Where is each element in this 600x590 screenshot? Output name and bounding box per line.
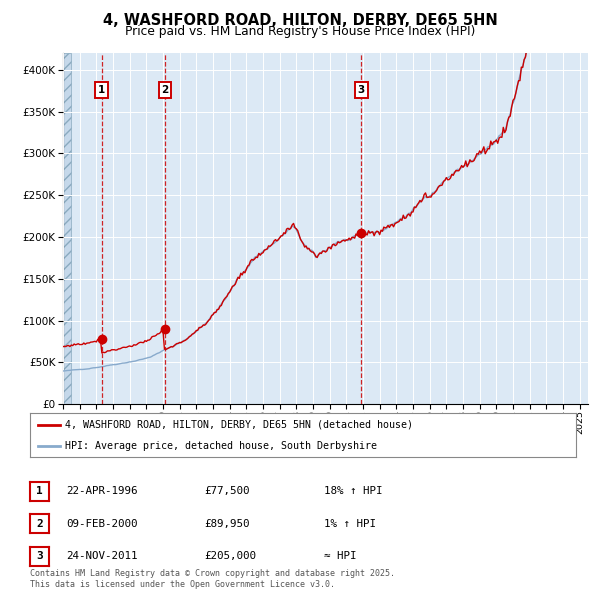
Text: 2: 2 bbox=[161, 85, 169, 95]
Text: 1: 1 bbox=[36, 487, 43, 496]
Text: £205,000: £205,000 bbox=[204, 552, 256, 561]
Text: 3: 3 bbox=[358, 85, 365, 95]
Text: 24-NOV-2011: 24-NOV-2011 bbox=[66, 552, 137, 561]
Text: 1: 1 bbox=[98, 85, 105, 95]
Text: 2: 2 bbox=[36, 519, 43, 529]
Text: 3: 3 bbox=[36, 552, 43, 561]
Text: 4, WASHFORD ROAD, HILTON, DERBY, DE65 5HN: 4, WASHFORD ROAD, HILTON, DERBY, DE65 5H… bbox=[103, 13, 497, 28]
Text: 18% ↑ HPI: 18% ↑ HPI bbox=[324, 487, 383, 496]
Text: £89,950: £89,950 bbox=[204, 519, 250, 529]
Text: ≈ HPI: ≈ HPI bbox=[324, 552, 356, 561]
Text: £77,500: £77,500 bbox=[204, 487, 250, 496]
Text: 22-APR-1996: 22-APR-1996 bbox=[66, 487, 137, 496]
Bar bbox=[63, 53, 71, 404]
Text: 4, WASHFORD ROAD, HILTON, DERBY, DE65 5HN (detached house): 4, WASHFORD ROAD, HILTON, DERBY, DE65 5H… bbox=[65, 419, 413, 430]
Text: Contains HM Land Registry data © Crown copyright and database right 2025.
This d: Contains HM Land Registry data © Crown c… bbox=[30, 569, 395, 589]
Text: Price paid vs. HM Land Registry's House Price Index (HPI): Price paid vs. HM Land Registry's House … bbox=[125, 25, 475, 38]
Text: HPI: Average price, detached house, South Derbyshire: HPI: Average price, detached house, Sout… bbox=[65, 441, 377, 451]
Text: 1% ↑ HPI: 1% ↑ HPI bbox=[324, 519, 376, 529]
Text: 09-FEB-2000: 09-FEB-2000 bbox=[66, 519, 137, 529]
